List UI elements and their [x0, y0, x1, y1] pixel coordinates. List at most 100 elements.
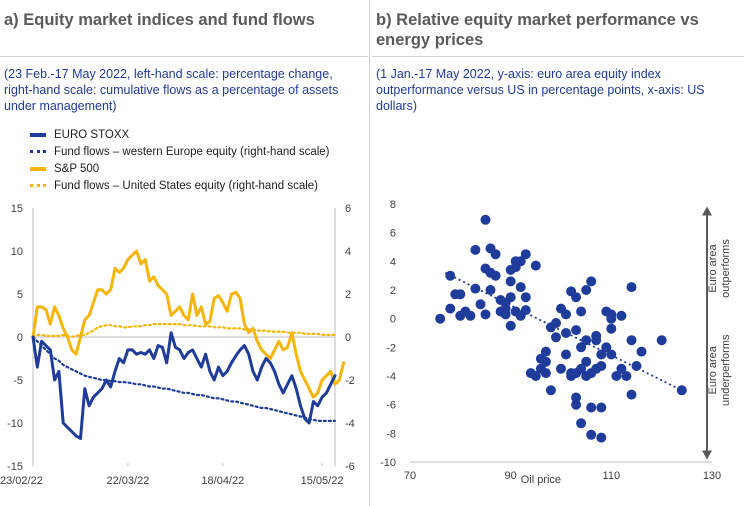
series-eurostoxx-line	[31, 331, 337, 440]
y-tick-label-left: -15	[7, 461, 23, 473]
scatter-point	[490, 249, 501, 260]
y-tick-label: 2	[390, 285, 396, 297]
scatter-point	[515, 256, 526, 267]
panel-b-title: b) Relative equity market performance vs…	[376, 11, 699, 49]
series-sp500-line	[31, 249, 346, 399]
scatter-point	[576, 363, 587, 374]
scatter-point	[596, 361, 607, 371]
scatter-point	[455, 289, 466, 300]
scatter-point	[545, 385, 556, 396]
scatter-point	[596, 349, 607, 360]
scatter-point	[606, 313, 617, 324]
scatter-point	[596, 402, 607, 413]
y-tick-label: -6	[386, 400, 396, 412]
chart-b-scatter: 8 6 4 2 0 -2 -4 -6 -8 -10 70 90 110 130 Oil price Euro …	[380, 199, 732, 486]
panel-b: b) Relative equity market performance vs…	[372, 0, 744, 506]
scatter-point	[636, 346, 647, 357]
scatter-point	[520, 249, 531, 260]
scatter-point	[540, 356, 551, 367]
panel-a: a) Equity market indices and fund flows …	[0, 0, 368, 506]
scatter-point	[581, 335, 592, 346]
scatter-point	[505, 276, 516, 287]
arrow-down-head	[702, 450, 712, 460]
panel-b-title-rule	[372, 56, 744, 57]
panel-a-title-rule	[0, 56, 368, 57]
scatter-point	[540, 368, 551, 379]
y-tick-label-right: 4	[345, 246, 351, 258]
scatter-point	[576, 306, 587, 317]
y-tick-label-left: 0	[17, 332, 23, 344]
scatter-point	[480, 214, 491, 225]
y-tick-label: -2	[386, 342, 396, 354]
scatter-point	[571, 292, 582, 303]
scatter-point	[505, 320, 516, 331]
scatter-point	[581, 356, 592, 367]
scatter-point	[445, 303, 456, 314]
y-tick-label-right: 6	[345, 203, 351, 215]
y-tick-label: -4	[386, 371, 396, 383]
scatter-point	[485, 285, 496, 295]
y-tick-label-left: 15	[11, 203, 23, 215]
scatter-point	[561, 328, 571, 338]
scatter-point	[500, 303, 511, 314]
scatter-point	[530, 371, 541, 381]
y-tick-label-right: 0	[345, 332, 351, 344]
scatter-point	[505, 292, 516, 303]
x-tick-label: 90	[505, 470, 517, 482]
scatter-point	[490, 270, 501, 281]
x-tick-label: 23/02/22	[0, 475, 43, 487]
scatter-point	[606, 323, 617, 334]
y-tick-label: 0	[390, 314, 396, 326]
scatter-point	[571, 392, 582, 403]
legend-a: EURO STOXX Fund flows – western Europe e…	[30, 126, 330, 194]
scatter-point	[596, 432, 607, 443]
scatter-point	[571, 399, 582, 410]
arrow-up-label: Euro areaoutperforms	[707, 239, 732, 298]
series-fund-flows-us-line	[31, 323, 337, 339]
legend-item-eurostoxx: EURO STOXX	[30, 126, 330, 143]
y-tick-label: -10	[380, 457, 396, 469]
series-fund-flows-europe-line	[31, 335, 337, 422]
x-tick-label: 130	[703, 470, 721, 482]
scatter-point	[480, 309, 491, 320]
scatter-point	[626, 282, 637, 293]
scatter-point	[515, 282, 526, 293]
y-tick-label: 4	[390, 256, 396, 268]
scatter-point	[656, 335, 667, 346]
scatter-point	[435, 313, 446, 324]
x-axis-label: Oil price	[521, 474, 561, 486]
panel-divider	[369, 0, 370, 506]
y-tick-label-right: -2	[345, 375, 355, 387]
y-tick-label-left: 10	[11, 246, 23, 258]
scatter-point	[540, 346, 551, 357]
scatter-point	[591, 335, 602, 346]
y-tick-label-right: -6	[345, 461, 355, 473]
scatter-point	[586, 276, 597, 287]
scatter-point	[520, 305, 531, 316]
scatter-point	[676, 385, 687, 396]
y-tick-label: -8	[386, 428, 396, 440]
y-tick-label-left: -10	[7, 418, 23, 430]
scatter-point	[616, 363, 627, 374]
scatter-point	[561, 309, 571, 320]
panel-a-title: a) Equity market indices and fund flows	[4, 11, 315, 29]
scatter-point	[576, 342, 587, 353]
y-tick-label-right: 2	[345, 289, 351, 301]
arrow-down-label: Euro areaunderperforms	[707, 334, 732, 406]
y-tick-label: 8	[390, 199, 396, 211]
scatter-point	[626, 389, 637, 400]
scatter-point	[581, 285, 592, 295]
scatter-point	[551, 332, 561, 343]
scatter-point	[470, 244, 481, 255]
scatter-point	[465, 310, 476, 321]
scatter-point	[551, 318, 561, 328]
y-tick-label-left: 5	[17, 289, 23, 301]
scatter-point	[586, 402, 597, 413]
x-tick-label: 110	[603, 470, 621, 482]
scatter-point	[520, 292, 531, 303]
panel-a-subtitle: (23 Feb.-17 May 2022, left-hand scale: p…	[4, 67, 339, 113]
y-tick-label-left: -5	[13, 375, 23, 387]
legend-item-sp500: S&P 500	[30, 160, 330, 177]
scatter-point	[470, 283, 481, 294]
scatter-point	[571, 325, 582, 336]
